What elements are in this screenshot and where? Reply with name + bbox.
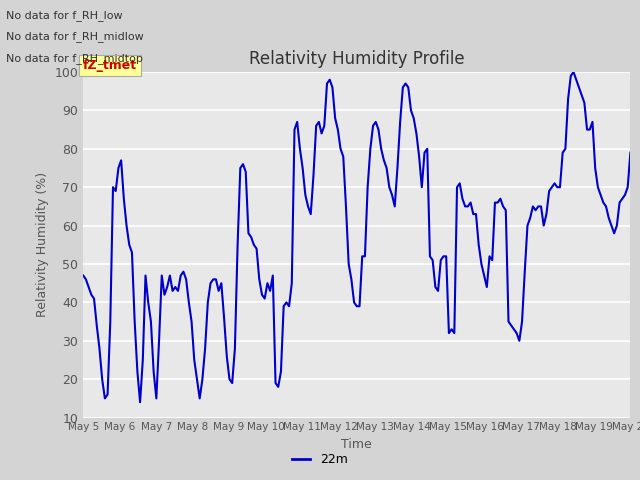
Text: fZ_tmet: fZ_tmet — [83, 59, 138, 72]
Text: No data for f_RH_midtop: No data for f_RH_midtop — [6, 53, 143, 64]
Y-axis label: Relativity Humidity (%): Relativity Humidity (%) — [36, 172, 49, 317]
Title: Relativity Humidity Profile: Relativity Humidity Profile — [249, 49, 465, 68]
Legend: 22m: 22m — [287, 448, 353, 471]
X-axis label: Time: Time — [341, 438, 372, 451]
Text: No data for f_RH_midlow: No data for f_RH_midlow — [6, 31, 144, 42]
Text: No data for f_RH_low: No data for f_RH_low — [6, 10, 123, 21]
